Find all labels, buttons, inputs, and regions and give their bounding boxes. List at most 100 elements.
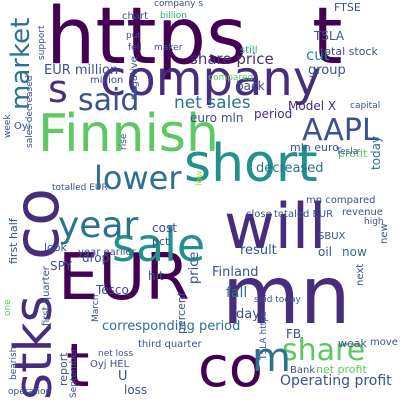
cloud-word-bank: Bank — [290, 365, 316, 376]
cloud-word-new: new — [379, 223, 390, 244]
cloud-word-hit: hit — [148, 269, 164, 283]
cloud-word-put: put — [126, 31, 141, 41]
cloud-word-euro-mln: euro mln — [190, 111, 244, 125]
cloud-word-total-stock: total stock — [320, 45, 378, 58]
cloud-word-million: million — [90, 75, 124, 86]
cloud-word-finland: Finland — [212, 265, 259, 280]
cloud-word-loss: loss — [124, 383, 148, 397]
cloud-word-sales-decreased: sales decreased — [25, 75, 35, 148]
cloud-word-company-s: company s — [154, 0, 204, 9]
cloud-word-decreased: decreased — [256, 161, 324, 176]
cloud-word-said: said — [78, 83, 140, 118]
cloud-word-company: company — [100, 51, 322, 107]
cloud-word-will: will — [224, 190, 327, 263]
cloud-word-t-bottom: t — [66, 331, 90, 400]
cloud-word-chart: chart — [122, 11, 148, 22]
cloud-word-high: high — [364, 217, 384, 227]
cloud-word-finnish: Finnish — [38, 104, 219, 164]
cloud-word-said-today: said today — [254, 295, 301, 305]
cloud-word-next: next — [355, 263, 366, 286]
cloud-word-rise: rise — [119, 133, 129, 150]
cloud-word-negative: negative — [129, 56, 140, 100]
cloud-word-revenue: revenue — [342, 207, 383, 218]
cloud-word-t-large: t — [312, 0, 343, 82]
cloud-word-fall: fall — [226, 285, 248, 301]
cloud-word-net-loss: net loss — [98, 349, 134, 359]
cloud-word-low: low — [195, 170, 205, 186]
cloud-word-fb: FB — [286, 327, 302, 341]
cloud-word-oyj-hel: Oyj HEL — [90, 359, 130, 370]
cloud-word-week: week — [3, 114, 13, 138]
cloud-word-september: September — [69, 348, 79, 398]
cloud-word-share-large: share — [282, 333, 366, 368]
cloud-word-mn-compared: mn compared — [306, 195, 376, 206]
cloud-word-day: day — [236, 307, 260, 322]
cloud-word-support: support — [37, 25, 47, 60]
cloud-word-mln-euro: mln euro — [290, 141, 339, 154]
cloud-word-result: result — [240, 243, 277, 258]
cloud-word-back: back — [236, 79, 265, 93]
cloud-word-sbux: SBUX — [318, 231, 346, 242]
cloud-word-m: m — [252, 335, 291, 381]
cloud-word-report: report — [57, 352, 70, 386]
cloud-word-first-quarter: first quarter — [41, 266, 52, 326]
cloud-word-operating-profit: Operating profit — [280, 373, 392, 389]
cloud-word-now: now — [342, 245, 367, 259]
cloud-word-share-price: share price — [190, 50, 274, 68]
cloud-word-close: close — [246, 209, 272, 220]
cloud-word-cost: cost — [152, 221, 177, 235]
cloud-word-drop: drop — [82, 251, 110, 265]
cloud-word-weak: weak — [338, 337, 367, 350]
cloud-word-pct: pct — [152, 235, 170, 248]
cloud-word-capital: capital — [350, 101, 381, 111]
cloud-word-march: March — [91, 294, 101, 322]
cloud-word-move: move — [370, 337, 398, 348]
cloud-word-fell: fell — [128, 43, 142, 53]
cloud-word-oil: oil — [318, 245, 333, 259]
cloud-word-spy: SPY — [50, 259, 72, 273]
cloud-word-price: price — [187, 251, 202, 284]
cloud-word-cut: cut — [306, 46, 330, 64]
cloud-word-net-sales: net sales — [174, 93, 251, 113]
cloud-word-u: U — [118, 369, 128, 384]
cloud-word-first-half: first half — [7, 218, 20, 264]
cloud-word-maker: maker — [154, 43, 183, 53]
cloud-word-profit: profit — [338, 147, 368, 160]
cloud-word-still: still — [240, 45, 258, 56]
cloud-word-year-earlier: year earlier — [78, 247, 136, 258]
cloud-word-model-x: Model X — [288, 99, 337, 113]
cloud-word-tsla: TSLA — [314, 29, 345, 43]
cloud-word-eur-million: EUR million — [44, 63, 119, 78]
cloud-word-corresponding-period: corresponding period — [102, 319, 241, 334]
cloud-word-period: period — [254, 107, 293, 121]
cloud-word-tsla-https: TSLA https — [259, 311, 269, 360]
cloud-word-totalled-eur: totalled EUR — [52, 183, 108, 193]
cloud-word-operation: operation — [8, 387, 52, 397]
cloud-word-today: today — [369, 135, 383, 170]
cloud-word-short: short — [184, 134, 318, 194]
cloud-word-ftse: FTSE — [334, 1, 361, 14]
cloud-word-net-profit: net profit — [316, 363, 367, 376]
cloud-word-group: group — [308, 63, 346, 78]
cloud-word-third-quarter: third quarter — [138, 339, 202, 350]
cloud-word-one: one — [3, 299, 13, 316]
cloud-word-https: https — [46, 0, 247, 82]
cloud-word-aapl: AAPL — [302, 113, 379, 148]
cloud-word-percent: percent — [175, 291, 188, 334]
cloud-word-bearish: bearish — [9, 346, 19, 380]
cloud-word-totaled-eur: totaled EUR — [274, 209, 334, 220]
cloud-word-mn: mn — [222, 249, 351, 342]
cloud-word-oyj: Oyj — [14, 121, 31, 132]
cloud-word-lower: lower — [94, 159, 182, 197]
cloud-word-co-bottom: co — [198, 335, 264, 400]
cloud-word-billion: billion — [160, 11, 187, 21]
cloud-word-year: year — [58, 205, 139, 246]
cloud-word-sale: sale — [112, 218, 206, 272]
cloud-word-eur: EUR — [58, 241, 190, 315]
cloud-word-compared: compared — [208, 73, 254, 83]
cloud-word-s: s — [48, 67, 68, 111]
cloud-word-tesla: Tesla — [336, 147, 359, 157]
cloud-word-look: look — [44, 241, 67, 254]
cloud-word-tesco: Tesco — [96, 283, 129, 297]
